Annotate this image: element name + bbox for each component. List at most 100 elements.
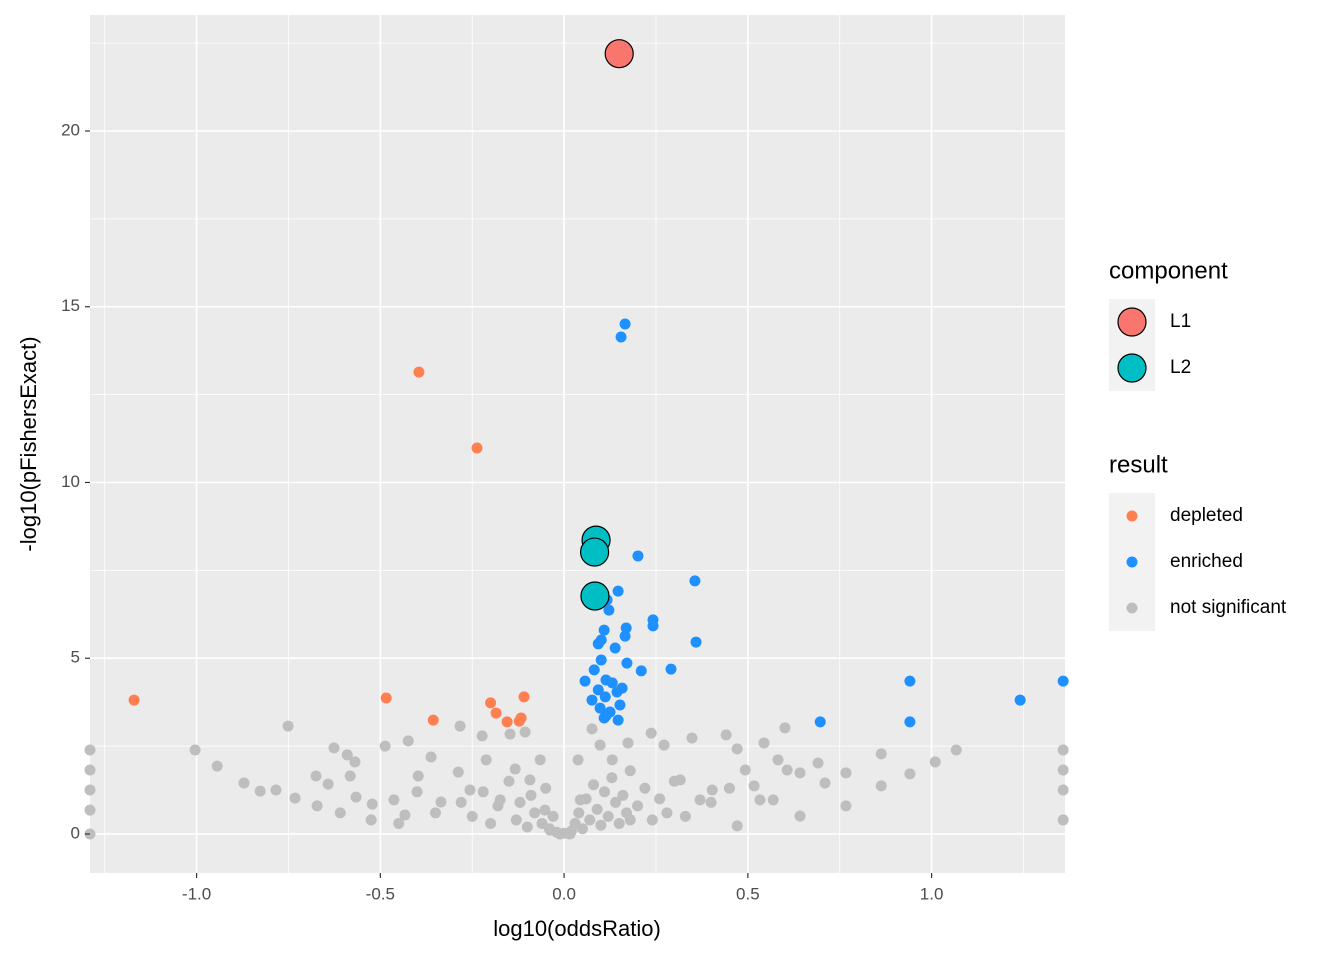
point bbox=[679, 810, 691, 822]
legend-key bbox=[1126, 556, 1138, 568]
legend-label: not significant bbox=[1170, 597, 1287, 618]
legend-label: enriched bbox=[1170, 551, 1243, 572]
point bbox=[646, 814, 658, 826]
point bbox=[606, 772, 618, 784]
point bbox=[524, 774, 536, 786]
axes: -1.0 -0.5 0.0 0.5 1.0 0 5 10 15 20 bbox=[61, 120, 943, 903]
point bbox=[282, 720, 294, 732]
point bbox=[322, 778, 334, 790]
point bbox=[595, 819, 607, 831]
point bbox=[781, 764, 793, 776]
point bbox=[540, 782, 552, 794]
point bbox=[632, 550, 644, 562]
point bbox=[503, 775, 515, 787]
point bbox=[598, 624, 610, 636]
point bbox=[485, 817, 497, 829]
point bbox=[402, 735, 414, 747]
point bbox=[614, 699, 626, 711]
point bbox=[189, 744, 201, 756]
point bbox=[612, 714, 624, 726]
point bbox=[435, 796, 447, 808]
point bbox=[84, 804, 96, 816]
point bbox=[602, 810, 614, 822]
plot-panel bbox=[90, 15, 1065, 873]
grid bbox=[90, 15, 1065, 873]
point bbox=[412, 770, 424, 782]
point bbox=[1057, 814, 1069, 826]
point bbox=[471, 442, 483, 454]
point bbox=[622, 737, 634, 749]
point bbox=[723, 782, 735, 794]
point bbox=[904, 768, 916, 780]
point bbox=[731, 820, 743, 832]
point bbox=[579, 675, 591, 687]
y-tick-label: 5 bbox=[71, 648, 80, 667]
x-tick-label: -0.5 bbox=[366, 884, 395, 903]
point bbox=[454, 720, 466, 732]
point bbox=[661, 807, 673, 819]
point bbox=[767, 794, 779, 806]
point bbox=[647, 620, 659, 632]
y-axis-title: -log10(pFishersExact) bbox=[16, 336, 41, 551]
point bbox=[639, 782, 651, 794]
point bbox=[611, 686, 623, 698]
point bbox=[547, 810, 559, 822]
point bbox=[875, 748, 887, 760]
x-tick-label: 0.0 bbox=[552, 884, 576, 903]
point bbox=[580, 793, 592, 805]
point bbox=[606, 754, 618, 766]
point bbox=[731, 743, 743, 755]
point bbox=[380, 692, 392, 704]
point bbox=[624, 765, 636, 777]
legend-label: L2 bbox=[1170, 357, 1191, 378]
point bbox=[654, 793, 666, 805]
point bbox=[501, 716, 513, 728]
point bbox=[586, 723, 598, 735]
point bbox=[772, 754, 784, 766]
point bbox=[534, 754, 546, 766]
point bbox=[1014, 694, 1026, 706]
point bbox=[211, 760, 223, 772]
point bbox=[504, 728, 516, 740]
point bbox=[794, 810, 806, 822]
point bbox=[455, 796, 467, 808]
point bbox=[929, 756, 941, 768]
point bbox=[425, 751, 437, 763]
point bbox=[476, 730, 488, 742]
highlight-point bbox=[604, 39, 634, 69]
point bbox=[350, 791, 362, 803]
x-axis-title: log10(oddsRatio) bbox=[493, 916, 661, 941]
point bbox=[521, 821, 533, 833]
point bbox=[344, 770, 356, 782]
legend: component L1 L2 result depleted enriched not s… bbox=[1109, 257, 1287, 631]
point bbox=[606, 677, 618, 689]
point bbox=[128, 694, 140, 706]
point bbox=[619, 318, 631, 330]
point bbox=[310, 770, 322, 782]
point bbox=[289, 792, 301, 804]
point bbox=[485, 697, 497, 709]
point bbox=[706, 784, 718, 796]
point bbox=[238, 777, 250, 789]
point bbox=[480, 754, 492, 766]
point bbox=[334, 807, 346, 819]
point bbox=[254, 785, 266, 797]
point bbox=[594, 702, 606, 714]
point bbox=[613, 817, 625, 829]
point bbox=[632, 800, 644, 812]
point bbox=[612, 585, 624, 597]
point bbox=[413, 366, 425, 378]
point bbox=[1057, 764, 1069, 776]
point bbox=[587, 779, 599, 791]
point bbox=[514, 796, 526, 808]
legend-key bbox=[1117, 353, 1147, 383]
point bbox=[840, 767, 852, 779]
point bbox=[393, 817, 405, 829]
legend-title: result bbox=[1109, 451, 1168, 478]
point bbox=[595, 654, 607, 666]
point bbox=[349, 756, 361, 768]
point bbox=[594, 739, 606, 751]
point bbox=[720, 729, 732, 741]
point bbox=[694, 794, 706, 806]
